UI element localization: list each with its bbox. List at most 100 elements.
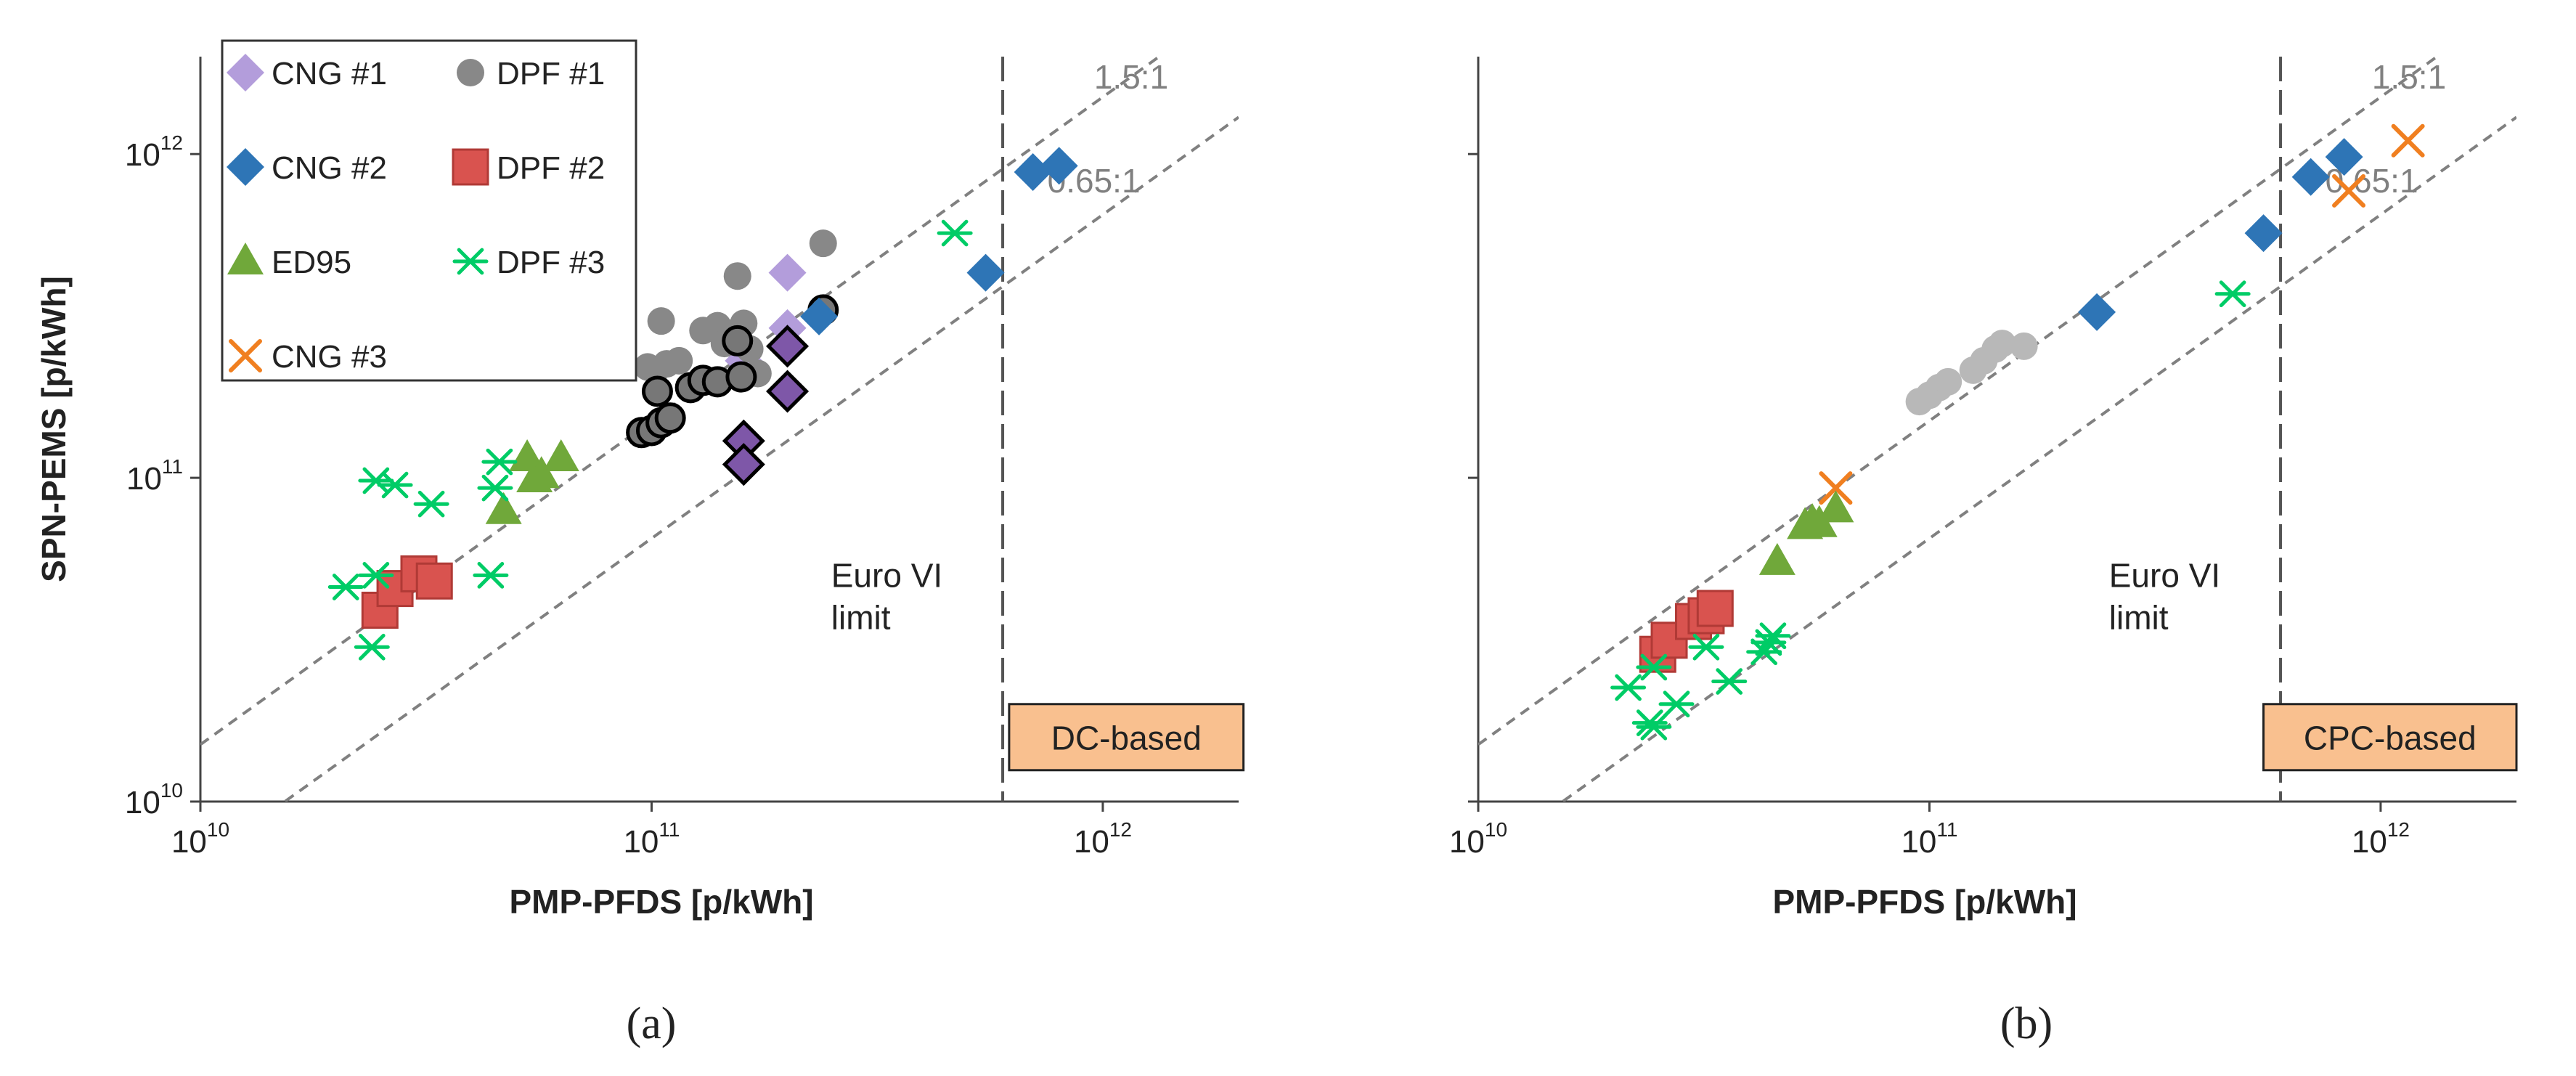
- data-point-dpf-2: [415, 562, 453, 600]
- data-point-cng-3: [2391, 123, 2425, 158]
- series-cng-2: [800, 147, 1078, 335]
- series-dpf-1-bordered: [626, 294, 839, 449]
- data-point-cng-1-bordered: [766, 370, 810, 413]
- y-axis-label: SPN-PEMS [p/kWh]: [35, 276, 73, 582]
- legend-marker-cng-1: [227, 54, 264, 91]
- limit-label: Euro VI: [831, 556, 942, 594]
- series-dpf-3: [327, 219, 973, 661]
- ratio-label-1-5-1: 1.5:1: [2372, 58, 2446, 96]
- legend-marker-cng-3: [229, 339, 262, 372]
- ratio-label-1-5-1: 1.5:1: [1094, 58, 1168, 96]
- legend-marker-dpf-2: [452, 148, 489, 186]
- data-point-dpf-1-bordered: [641, 375, 673, 407]
- legend-label-cng-2: CNG #2: [272, 150, 387, 186]
- data-point-cng-1-bordered: [766, 325, 810, 368]
- data-point-dpf-3: [481, 448, 518, 476]
- x-axis-label: PMP-PFDS [p/kWh]: [509, 883, 813, 921]
- data-point-dpf-3: [327, 574, 364, 600]
- legend-label-cng-3: CNG #3: [272, 339, 387, 375]
- legend: CNG #1 DPF #1 CNG #2 DPF #2 ED95 DPF #3 CNG #3: [221, 39, 637, 382]
- legend-marker-dpf-1: [457, 59, 484, 86]
- method-box: [1008, 703, 1245, 772]
- data-point-dpf-1: [665, 346, 693, 375]
- series-cng-3: [1819, 123, 2425, 505]
- method-box-label: DC-based: [1051, 719, 1202, 757]
- data-point-cng-3: [1819, 471, 1853, 505]
- legend-marker-dpf-3: [452, 248, 489, 275]
- legend-label-dpf-1: DPF #1: [497, 56, 605, 91]
- data-point-dpf-1-bordered: [654, 402, 686, 434]
- limit-label: Euro VI: [2109, 556, 2220, 594]
- data-point-dpf-3: [413, 490, 449, 518]
- data-point-ed95: [509, 439, 546, 472]
- series-cng-2: [2078, 138, 2363, 331]
- data-point-dpf-1: [2010, 332, 2038, 360]
- data-point-dpf-2: [1696, 590, 1734, 627]
- data-point-ed95: [1817, 490, 1854, 523]
- series-dpf-3: [1610, 280, 2251, 741]
- data-point-ed95: [485, 492, 522, 524]
- data-point-dpf-1: [1988, 330, 2016, 358]
- y-tick-label: 1010: [125, 779, 183, 820]
- ratio-line-0-65-1: [282, 115, 1239, 802]
- limit-label: limit: [831, 598, 891, 636]
- x-tick-label: 1012: [1074, 818, 1132, 860]
- x-tick-label: 1012: [2352, 818, 2410, 860]
- legend-label-dpf-2: DPF #2: [497, 150, 605, 186]
- data-point-cng-2: [2291, 158, 2330, 196]
- data-point-dpf-3: [937, 219, 973, 247]
- method-box: [2262, 703, 2518, 772]
- series-dpf-2: [1639, 590, 1734, 673]
- x-tick-label: 1010: [1449, 818, 1507, 860]
- legend-box: [221, 39, 637, 382]
- legend-marker-cng-2: [227, 148, 264, 186]
- series-ed95: [485, 439, 579, 524]
- data-point-dpf-3: [1755, 622, 1791, 650]
- data-point-cng-1: [768, 253, 807, 292]
- legend-label-cng-1: CNG #1: [272, 56, 387, 91]
- limit-label: limit: [2109, 598, 2169, 636]
- y-tick-label: 1012: [125, 131, 183, 173]
- data-point-dpf-3: [377, 471, 413, 499]
- x-tick-label: 1011: [623, 818, 680, 860]
- series-dpf-2: [361, 555, 453, 629]
- legend-marker-ed95: [227, 242, 264, 274]
- x-tick-label: 1011: [1901, 818, 1957, 860]
- data-point-ed95: [542, 439, 579, 472]
- data-point-dpf-3: [354, 633, 390, 661]
- x-axis-label: PMP-PFDS [p/kWh]: [1772, 883, 2076, 921]
- data-point-dpf-1: [809, 229, 837, 258]
- data-point-cng-3: [2332, 174, 2366, 208]
- data-point-dpf-1: [1934, 367, 1962, 396]
- ratio-line-0-65-1: [1560, 115, 2516, 802]
- data-point-cng-2: [800, 297, 839, 335]
- data-point-dpf-3: [358, 561, 394, 589]
- series-ed95: [1758, 490, 1854, 575]
- data-point-cng-1-bordered: [722, 443, 765, 486]
- y-tick-label: 1011: [126, 455, 183, 497]
- data-point-ed95: [523, 456, 560, 489]
- data-point-dpf-1-bordered: [725, 361, 757, 393]
- data-point-dpf-3: [1658, 690, 1695, 718]
- data-point-dpf-3: [473, 561, 509, 589]
- data-point-cng-2: [1040, 147, 1078, 185]
- data-point-ed95: [1758, 542, 1796, 575]
- data-point-dpf-3: [1711, 668, 1748, 695]
- data-point-cng-2: [966, 253, 1005, 292]
- data-point-cng-2: [2078, 293, 2116, 331]
- series-dpf-1: [1905, 330, 2038, 416]
- panel-label: (b): [2000, 999, 2053, 1048]
- data-point-dpf-1: [647, 307, 675, 335]
- legend-label-dpf-3: DPF #3: [497, 245, 605, 280]
- chart-panel-a: 1010 1011 10121010101110121.5:10.65:1Euro …: [35, 39, 1245, 1048]
- data-point-cng-2: [1014, 152, 1052, 191]
- legend-label-ed95: ED95: [272, 245, 351, 280]
- data-point-dpf-3: [1636, 653, 1672, 681]
- series-cng-1-bordered: [722, 325, 810, 486]
- data-point-dpf-3: [358, 467, 394, 494]
- ratio-line-1-5-1: [1478, 57, 2440, 746]
- panel-label: (a): [627, 999, 677, 1048]
- data-point-cng-2: [2325, 138, 2363, 176]
